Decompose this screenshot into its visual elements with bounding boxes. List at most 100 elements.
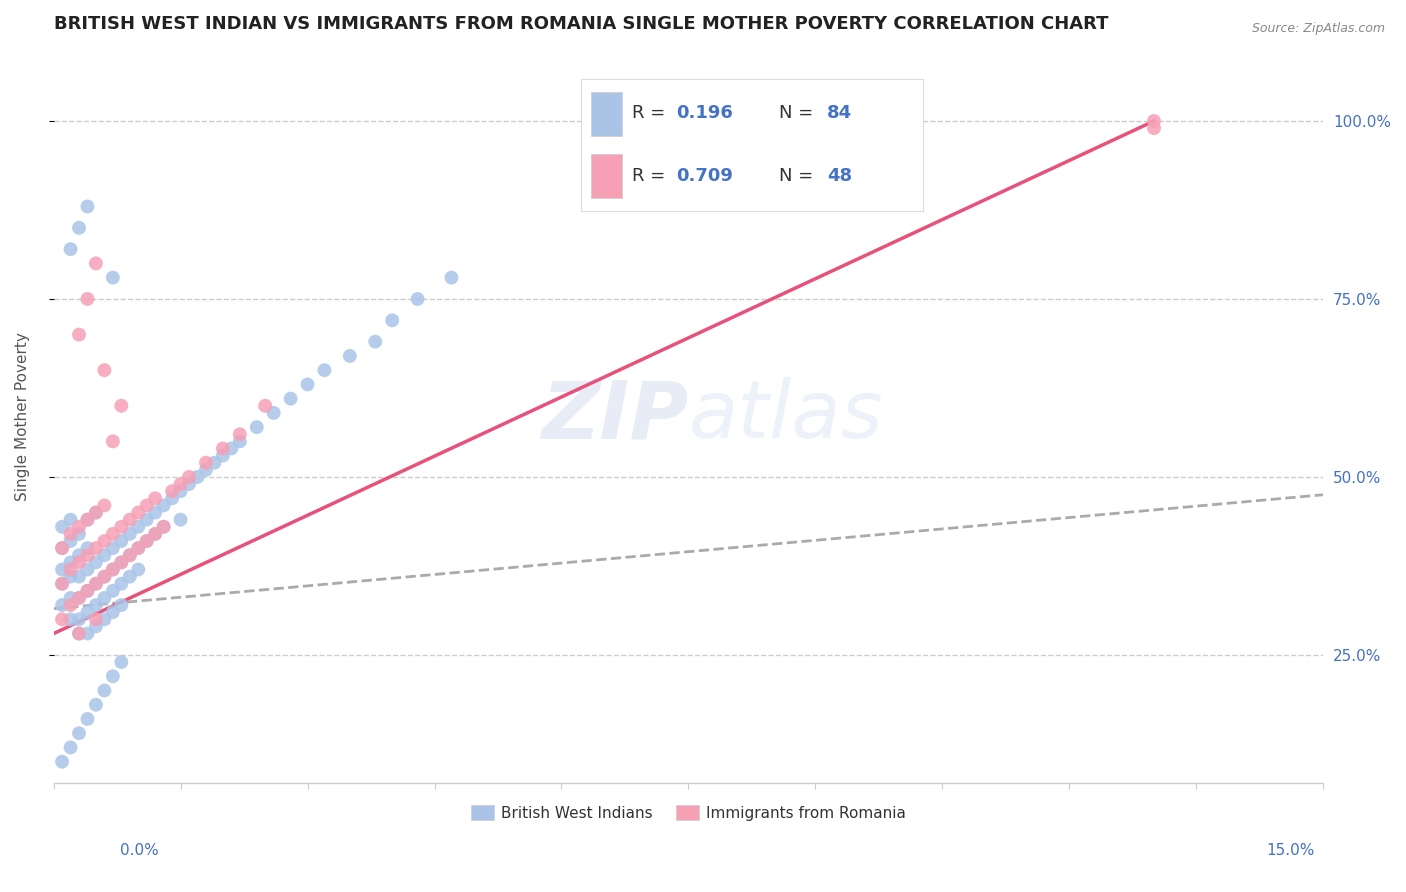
Point (110, 555, 132, 569)
Point (186, 470, 208, 484)
Point (135, 513, 157, 527)
Point (59, 534, 82, 549)
Point (440, 270, 463, 285)
Point (59, 569, 82, 583)
Point (169, 513, 191, 527)
Point (143, 527, 166, 541)
Y-axis label: Single Mother Poverty: Single Mother Poverty (15, 332, 30, 501)
Point (152, 520, 174, 534)
Point (67, 591, 90, 605)
Text: 15.0%: 15.0% (1267, 843, 1315, 858)
Point (76, 199, 98, 213)
Point (110, 399, 132, 413)
Point (84, 256, 107, 270)
Point (101, 669, 124, 683)
Point (101, 541, 124, 555)
Point (76, 605, 98, 619)
Point (67, 520, 90, 534)
Point (160, 484, 183, 499)
Point (59, 242, 82, 256)
Point (160, 491, 183, 506)
Point (51, 520, 73, 534)
Point (51, 541, 73, 555)
Point (101, 527, 124, 541)
Point (93, 612, 115, 626)
Point (110, 520, 132, 534)
Point (263, 406, 285, 420)
Point (93, 548, 115, 562)
Point (118, 569, 141, 583)
Point (135, 499, 157, 513)
Point (67, 612, 90, 626)
Point (51, 598, 73, 612)
Point (246, 420, 269, 434)
Point (177, 477, 200, 491)
Point (110, 576, 132, 591)
Point (93, 683, 115, 698)
Point (84, 698, 107, 712)
Point (143, 491, 166, 506)
Point (67, 527, 90, 541)
Point (212, 449, 235, 463)
Text: ZIP: ZIP (541, 377, 689, 456)
Point (84, 506, 107, 520)
Point (229, 427, 252, 442)
Point (76, 513, 98, 527)
Point (177, 470, 200, 484)
Point (59, 555, 82, 569)
Point (84, 619, 107, 633)
Point (118, 548, 141, 562)
Point (101, 270, 124, 285)
Point (143, 506, 166, 520)
Point (67, 726, 90, 740)
Point (1143, 121, 1166, 136)
Point (101, 562, 124, 576)
Point (67, 548, 90, 562)
Point (67, 555, 90, 569)
Point (59, 513, 82, 527)
Point (59, 562, 82, 576)
Point (101, 562, 124, 576)
Legend: British West Indians, Immigrants from Romania: British West Indians, Immigrants from Ro… (464, 798, 912, 827)
Point (51, 576, 73, 591)
Point (127, 506, 149, 520)
Point (51, 755, 73, 769)
Point (110, 534, 132, 549)
Text: atlas: atlas (689, 377, 883, 456)
Point (59, 598, 82, 612)
Point (76, 562, 98, 576)
Point (59, 612, 82, 626)
Text: 0.0%: 0.0% (120, 843, 159, 858)
Text: Source: ZipAtlas.com: Source: ZipAtlas.com (1251, 22, 1385, 36)
Point (93, 499, 115, 513)
Point (229, 434, 252, 449)
Point (1143, 114, 1166, 128)
Point (110, 598, 132, 612)
Point (118, 513, 141, 527)
Point (76, 292, 98, 306)
Point (194, 463, 217, 477)
Point (67, 626, 90, 640)
Point (280, 392, 302, 406)
Point (364, 334, 387, 349)
Point (254, 399, 277, 413)
Point (59, 591, 82, 605)
Point (93, 363, 115, 377)
Point (51, 541, 73, 555)
Point (204, 456, 226, 470)
Point (84, 576, 107, 591)
Point (76, 548, 98, 562)
Point (169, 477, 191, 491)
Point (84, 612, 107, 626)
Point (67, 626, 90, 640)
Point (297, 377, 319, 392)
Point (76, 626, 98, 640)
Point (59, 740, 82, 755)
Point (93, 569, 115, 583)
Point (101, 434, 124, 449)
Point (67, 591, 90, 605)
Point (76, 712, 98, 726)
Point (127, 562, 149, 576)
Point (84, 541, 107, 555)
Point (212, 442, 235, 456)
